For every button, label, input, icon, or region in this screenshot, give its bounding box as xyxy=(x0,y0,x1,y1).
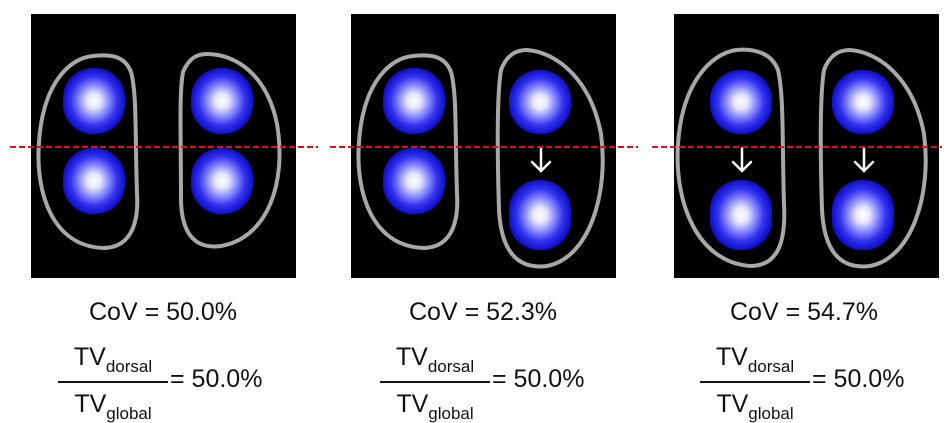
lung-image-panel-1 xyxy=(31,14,296,278)
left-lung-outline xyxy=(675,47,787,269)
tv-denominator: TVglobal xyxy=(396,390,474,423)
blob-right-lowest xyxy=(832,180,894,250)
ratio-value: = 50.0% xyxy=(492,365,585,393)
right-lung-outline xyxy=(495,47,605,269)
blob-right-upper xyxy=(509,70,571,134)
cov-label: CoV = 50.0% xyxy=(88,298,237,326)
blob-right-lower xyxy=(191,148,253,214)
tv-ratio: TVdorsal TVglobal = 50.0% xyxy=(58,343,358,423)
fraction-bar xyxy=(700,381,810,383)
cov-label: CoV = 52.3% xyxy=(408,298,557,326)
tv-numerator: TVdorsal xyxy=(73,343,153,376)
fraction-bar xyxy=(58,381,168,383)
lung-image-panel-2 xyxy=(351,14,616,278)
right-lung-outline xyxy=(178,51,282,249)
blob-right-lowest xyxy=(509,180,571,250)
blob-left-upper xyxy=(383,68,445,134)
blob-right-upper xyxy=(832,70,894,134)
tv-ratio: TVdorsal TVglobal = 50.0% xyxy=(700,343,945,423)
down-arrow-icon xyxy=(853,146,875,173)
left-lung-outline xyxy=(36,53,140,251)
right-lung-outline xyxy=(818,47,928,269)
blob-left-upper xyxy=(710,70,772,134)
ratio-value: = 50.0% xyxy=(170,365,263,393)
tv-numerator: TVdorsal xyxy=(715,343,795,376)
blob-right-upper xyxy=(191,68,253,134)
blob-left-lower xyxy=(63,148,125,214)
tv-denominator: TVglobal xyxy=(716,390,794,423)
down-arrow-icon xyxy=(731,146,753,173)
lung-image-panel-3 xyxy=(674,14,939,278)
blob-left-lowest xyxy=(710,180,772,250)
left-lung-outline xyxy=(356,53,460,251)
ratio-value: = 50.0% xyxy=(812,365,905,393)
tv-ratio: TVdorsal TVglobal = 50.0% xyxy=(380,343,680,423)
blob-left-lower xyxy=(383,148,445,214)
tv-denominator: TVglobal xyxy=(74,390,152,423)
blob-left-upper xyxy=(63,68,125,134)
down-arrow-icon xyxy=(530,146,552,173)
fraction-bar xyxy=(380,381,490,383)
cov-label: CoV = 54.7% xyxy=(729,298,878,326)
tv-numerator: TVdorsal xyxy=(395,343,475,376)
